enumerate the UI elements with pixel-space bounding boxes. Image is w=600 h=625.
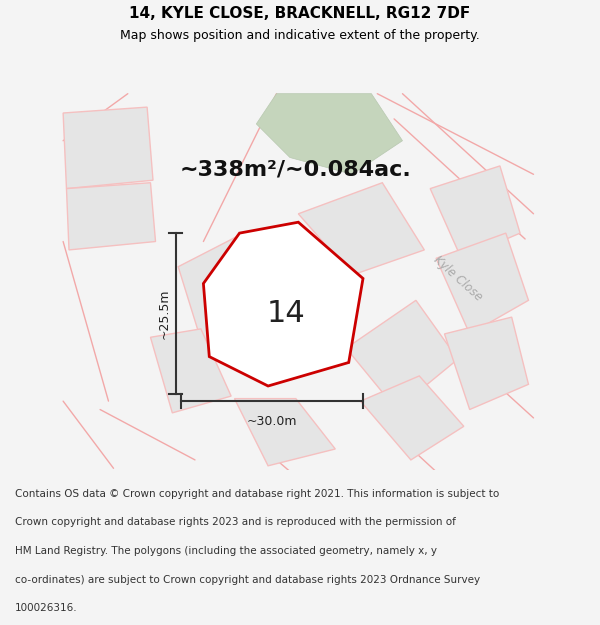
Text: Kyle Close: Kyle Close <box>431 253 485 304</box>
Polygon shape <box>346 301 458 409</box>
Polygon shape <box>436 233 529 334</box>
Text: ~338m²/~0.084ac.: ~338m²/~0.084ac. <box>180 159 412 179</box>
Text: HM Land Registry. The polygons (including the associated geometry, namely x, y: HM Land Registry. The polygons (includin… <box>15 546 437 556</box>
Polygon shape <box>256 94 403 174</box>
Polygon shape <box>361 376 464 460</box>
Polygon shape <box>445 317 529 409</box>
Polygon shape <box>235 399 335 466</box>
Text: co-ordinates) are subject to Crown copyright and database rights 2023 Ordnance S: co-ordinates) are subject to Crown copyr… <box>15 574 480 584</box>
Text: 100026316.: 100026316. <box>15 603 77 613</box>
Polygon shape <box>151 329 231 413</box>
Polygon shape <box>298 182 424 275</box>
Text: ~25.5m: ~25.5m <box>157 289 170 339</box>
Text: Contains OS data © Crown copyright and database right 2021. This information is : Contains OS data © Crown copyright and d… <box>15 489 499 499</box>
Text: Map shows position and indicative extent of the property.: Map shows position and indicative extent… <box>120 29 480 42</box>
Polygon shape <box>67 182 155 250</box>
Text: ~30.0m: ~30.0m <box>247 414 297 428</box>
Polygon shape <box>430 166 520 258</box>
Text: Crown copyright and database rights 2023 and is reproduced with the permission o: Crown copyright and database rights 2023… <box>15 518 456 528</box>
Polygon shape <box>63 107 153 189</box>
Text: 14, KYLE CLOSE, BRACKNELL, RG12 7DF: 14, KYLE CLOSE, BRACKNELL, RG12 7DF <box>130 6 470 21</box>
Text: 14: 14 <box>266 299 305 328</box>
Polygon shape <box>203 222 363 386</box>
Polygon shape <box>178 236 304 351</box>
